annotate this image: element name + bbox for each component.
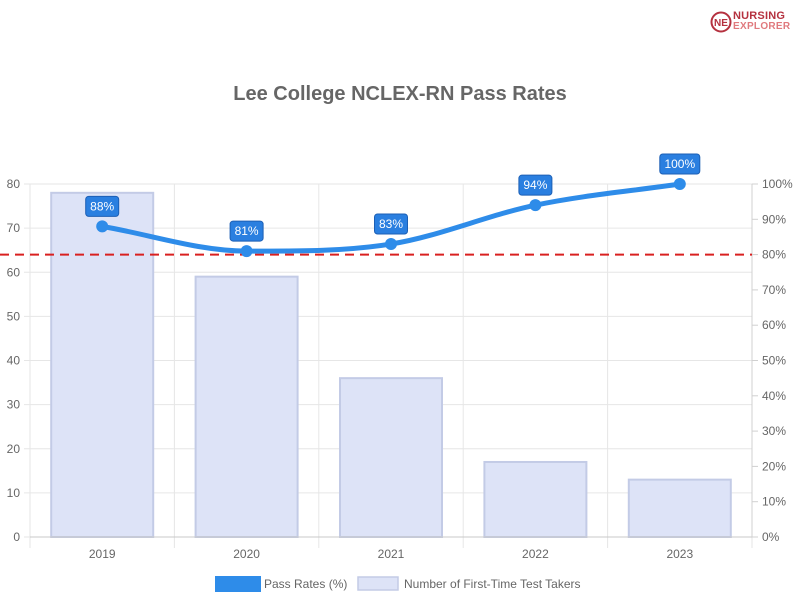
y-right-tick-label: 50% xyxy=(762,354,786,368)
chart-title: Lee College NCLEX-RN Pass Rates xyxy=(233,83,566,105)
y-left-tick-label: 10 xyxy=(7,486,21,500)
y-right-tick-label: 40% xyxy=(762,389,786,403)
data-label-box xyxy=(374,213,408,235)
y-right-tick-label: 100% xyxy=(762,177,793,191)
y-right-tick-label: 10% xyxy=(762,495,786,509)
x-tick-label: 2020 xyxy=(233,547,260,561)
y-right-tick-label: 0% xyxy=(762,530,780,544)
legend-swatch-test-takers xyxy=(357,576,399,591)
pass-rate-point xyxy=(96,220,109,233)
data-label-box xyxy=(229,220,264,242)
x-tick-label: 2019 xyxy=(89,547,116,561)
data-label: 88% xyxy=(90,199,114,213)
bar-test-takers xyxy=(339,377,443,538)
y-left-tick-label: 0 xyxy=(13,530,20,544)
data-labels: 88% 81% 83% 94% 100% xyxy=(85,153,701,242)
pass-rate-point xyxy=(385,238,397,251)
nursing-explorer-logo-icon: NE xyxy=(710,11,732,33)
x-tick-label: 2022 xyxy=(522,547,549,561)
y-right-tick-label: 80% xyxy=(762,248,786,262)
legend-label-test-takers: Number of First-Time Test Takers xyxy=(404,577,580,591)
y-left-tick-label: 70 xyxy=(7,221,21,235)
y-right-tick-label: 90% xyxy=(762,212,786,226)
y-left-tick-label: 20 xyxy=(7,442,21,456)
y-left-tick-label: 40 xyxy=(7,354,21,368)
brand-name-line2: EXPLORER xyxy=(733,21,791,32)
legend-swatch-pass-rates xyxy=(215,576,261,592)
y-left-tick-label: 80 xyxy=(7,177,21,191)
pass-rate-point xyxy=(529,199,542,212)
data-label: 94% xyxy=(523,178,547,192)
data-label: 81% xyxy=(235,224,259,238)
brand-logo: NE NURSING EXPLORER xyxy=(710,9,794,35)
data-label-box xyxy=(659,153,701,175)
data-label: 100% xyxy=(664,157,695,171)
data-label-box xyxy=(518,174,553,196)
logo-mark-letters: NE xyxy=(714,18,728,29)
pass-rate-point xyxy=(240,245,253,258)
legend-label-pass-rates: Pass Rates (%) xyxy=(264,577,347,591)
bar-test-takers xyxy=(627,478,732,539)
y-left-tick-label: 50 xyxy=(7,309,21,323)
x-tick-label: 2021 xyxy=(378,547,405,561)
y-right-tick-label: 30% xyxy=(762,424,786,438)
y-left-tick-label: 60 xyxy=(7,265,21,279)
pass-rate-point xyxy=(673,178,686,190)
y-left-tick-label: 30 xyxy=(7,398,21,412)
data-label: 83% xyxy=(379,217,403,231)
axes: 0 10 20 30 40 50 60 70 80 0% 10% 20% 30% 40% 50% 60% 70%… xyxy=(7,177,793,561)
y-right-tick-label: 20% xyxy=(762,459,786,473)
bar-test-takers xyxy=(194,275,299,538)
bar-test-takers xyxy=(50,191,155,538)
legend: Pass Rates (%) Number of First-Time Test … xyxy=(215,576,580,592)
pass-rate-line-group xyxy=(96,178,686,258)
y-right-tick-label: 60% xyxy=(762,318,786,332)
bars xyxy=(50,191,732,539)
data-label-box xyxy=(85,195,120,217)
brand-name-line1: NURSING xyxy=(733,10,786,22)
x-tick-label: 2023 xyxy=(666,547,693,561)
y-right-tick-label: 70% xyxy=(762,283,786,297)
bar-test-takers xyxy=(483,460,588,538)
